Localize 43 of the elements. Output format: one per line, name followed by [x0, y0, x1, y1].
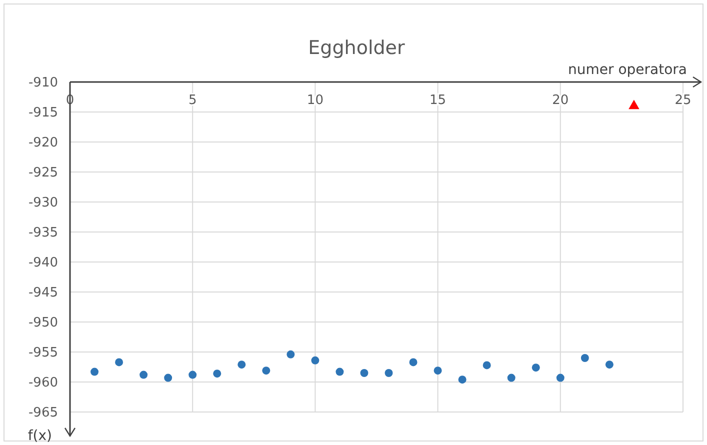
point — [188, 370, 197, 379]
point — [311, 356, 320, 364]
y-tick-label: -920 — [28, 136, 58, 151]
x-tick-label: 20 — [552, 93, 569, 108]
point — [507, 374, 516, 382]
chart-title: Eggholder — [308, 37, 405, 59]
y-tick-label: -940 — [28, 256, 58, 271]
y-tick-label: -910 — [28, 76, 58, 91]
x-tick-label: 15 — [430, 93, 446, 108]
x-tick-label: 25 — [674, 93, 692, 108]
point — [90, 368, 99, 376]
x-tick-label: 5 — [188, 93, 197, 108]
point — [580, 354, 589, 362]
y-tick-label: -960 — [28, 376, 58, 391]
point — [384, 369, 393, 377]
x-axis-title: numer operatora — [568, 62, 687, 78]
point — [360, 369, 368, 377]
point — [262, 366, 270, 375]
y-tick-label: -930 — [28, 196, 58, 211]
y-tick-label: -965 — [28, 406, 58, 421]
y-tick-label: -945 — [28, 286, 58, 301]
y-tick-label: -950 — [28, 316, 58, 331]
point — [213, 370, 222, 378]
point — [409, 358, 418, 366]
point — [458, 376, 466, 384]
point — [482, 361, 491, 370]
point — [434, 366, 442, 375]
point — [532, 364, 540, 372]
point — [164, 374, 172, 382]
point — [238, 360, 246, 369]
point — [286, 350, 295, 358]
point — [115, 358, 124, 366]
y-tick-label: -925 — [28, 166, 58, 181]
y-tick-label: -935 — [28, 226, 58, 241]
point — [628, 100, 640, 110]
y-tick-label: -955 — [28, 346, 58, 361]
x-tick-label: 10 — [306, 93, 324, 108]
point — [336, 368, 344, 376]
y-axis-title: f(x) — [28, 428, 52, 444]
point — [605, 360, 614, 369]
y-tick-label: -915 — [28, 106, 58, 121]
point — [556, 374, 564, 382]
point — [140, 370, 148, 379]
